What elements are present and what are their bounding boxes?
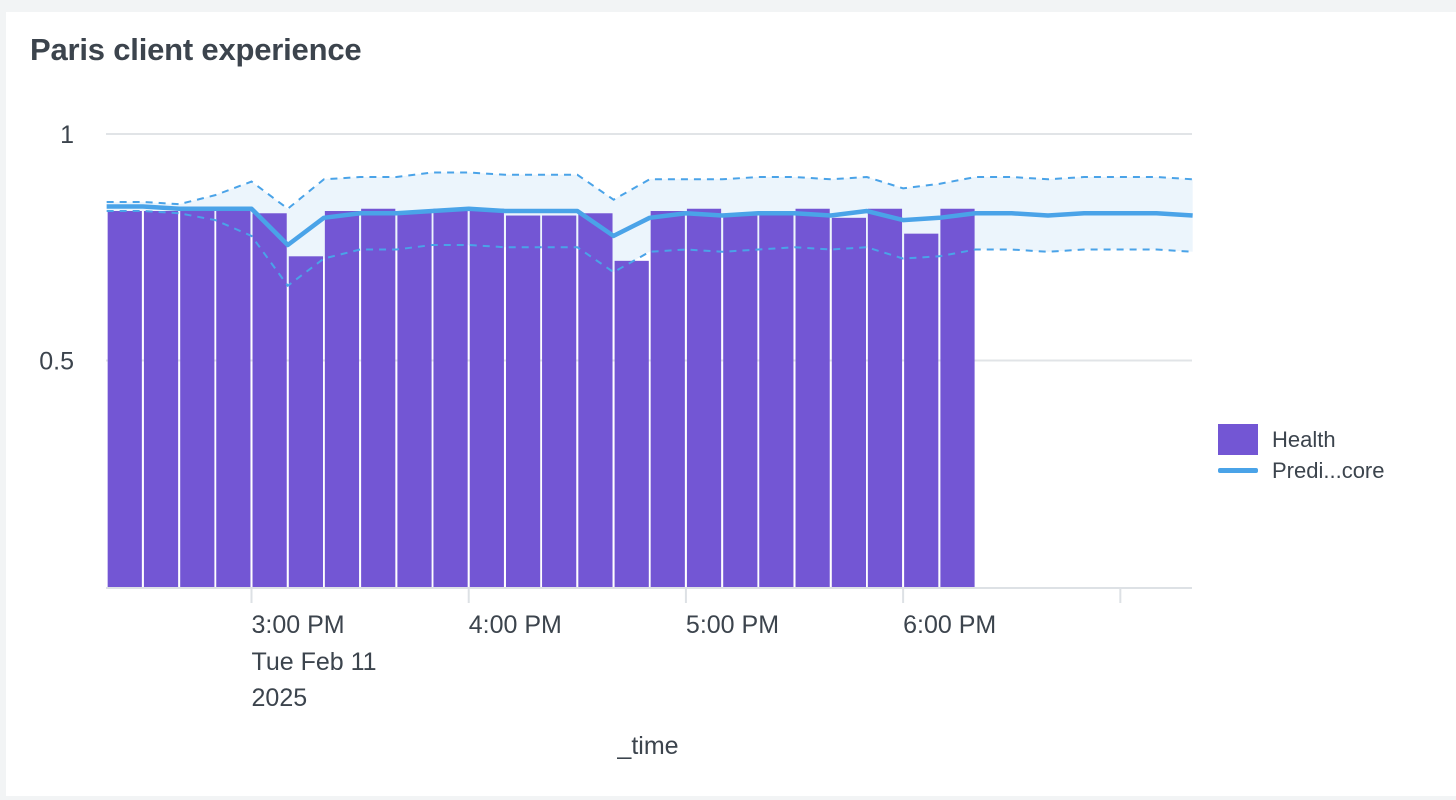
legend-swatch-prediction — [1218, 468, 1258, 473]
chart-panel: Paris client experience 1 0.5 3:00 PM Tue F… — [6, 12, 1456, 796]
legend-item-health[interactable]: Health — [1218, 424, 1385, 455]
chart-canvas[interactable]: 1 0.5 3:00 PM Tue Feb 11 2025 4:00 PM 5:00 PM 6… — [6, 12, 1456, 796]
health-bar — [107, 211, 142, 587]
health-bar — [759, 213, 794, 587]
health-bar — [361, 208, 396, 587]
y-tick-label-1: 0.5 — [39, 348, 74, 376]
health-bar — [650, 211, 685, 587]
health-bar — [288, 256, 324, 587]
legend: Health Predi...core — [1218, 424, 1385, 486]
health-bar — [542, 215, 577, 588]
x-tick-label-0: 3:00 PM — [252, 611, 345, 639]
health-bar — [433, 208, 468, 587]
legend-swatch-health — [1218, 424, 1258, 455]
health-bars — [107, 208, 975, 588]
axis-labels: 1 0.5 3:00 PM Tue Feb 11 2025 4:00 PM 5:00 PM 6… — [39, 121, 996, 760]
health-bar — [867, 208, 903, 587]
health-bar — [686, 208, 722, 587]
health-bar — [469, 208, 504, 587]
health-bar — [252, 213, 287, 587]
x-tick-label-3: 6:00 PM — [903, 611, 996, 639]
prediction-line — [106, 204, 1193, 248]
prediction-score-line — [106, 204, 1193, 248]
grid-lines — [106, 133, 1192, 362]
health-bar — [324, 211, 360, 587]
x-tick-sublabel-0-0: Tue Feb 11 — [252, 648, 377, 676]
health-bar — [143, 211, 179, 587]
x-tick-label-2: 5:00 PM — [686, 611, 779, 639]
health-bar — [795, 208, 830, 587]
legend-item-prediction[interactable]: Predi...core — [1218, 455, 1385, 486]
prediction-lower-bound — [106, 210, 1193, 288]
x-tick-label-1: 4:00 PM — [469, 611, 562, 639]
x-axis-title: _time — [616, 732, 678, 760]
health-bar — [397, 211, 432, 587]
health-bar — [831, 217, 867, 587]
legend-label-health: Health — [1272, 426, 1336, 452]
y-tick-label-0: 1 — [60, 121, 74, 149]
health-bar — [614, 260, 649, 587]
prediction-bounds — [106, 171, 1193, 288]
legend-label-prediction: Predi...core — [1272, 457, 1385, 483]
panel-title: Paris client experience — [30, 32, 362, 67]
health-bar — [505, 215, 541, 588]
health-bar — [723, 215, 758, 588]
health-bar — [578, 213, 613, 587]
health-bar — [904, 233, 939, 587]
health-bar — [216, 211, 251, 587]
health-bar — [180, 211, 215, 587]
x-tick-sublabel-0-1: 2025 — [252, 684, 308, 712]
health-bar — [940, 208, 975, 587]
axes — [106, 587, 1192, 603]
